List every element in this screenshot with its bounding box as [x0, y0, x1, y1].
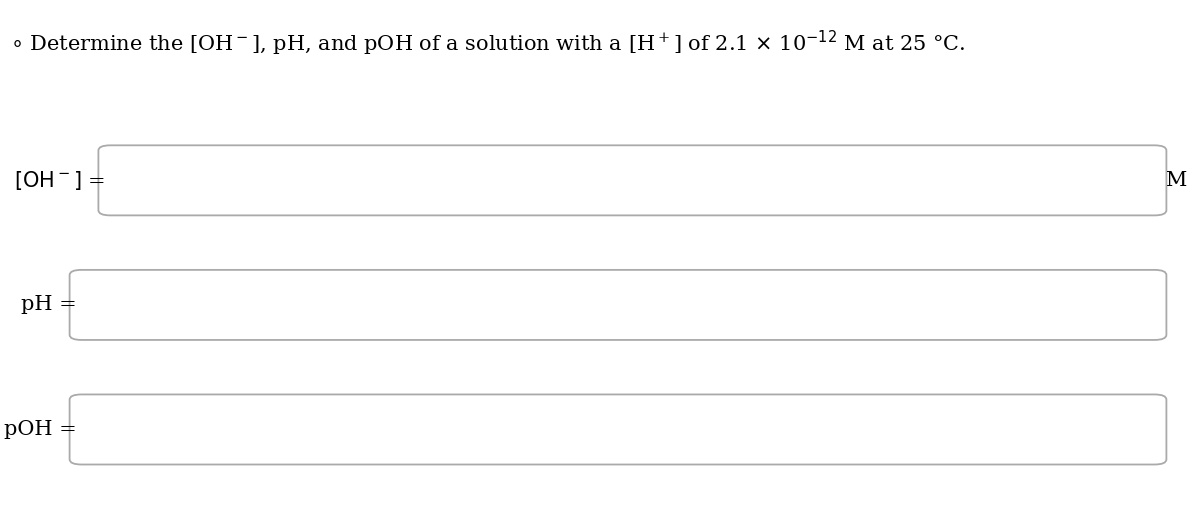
FancyBboxPatch shape [70, 270, 1166, 340]
FancyBboxPatch shape [98, 145, 1166, 215]
Text: pH =: pH = [22, 295, 77, 314]
Text: $\circ$ Determine the $\mathregular{[OH^-]}$, pH, and pOH of a solution with a $: $\circ$ Determine the $\mathregular{[OH^… [10, 29, 965, 58]
Text: M: M [1166, 171, 1188, 189]
Text: $[\mathrm{OH}^-]$ =: $[\mathrm{OH}^-]$ = [14, 169, 106, 192]
FancyBboxPatch shape [70, 394, 1166, 465]
Text: pOH =: pOH = [4, 420, 77, 439]
